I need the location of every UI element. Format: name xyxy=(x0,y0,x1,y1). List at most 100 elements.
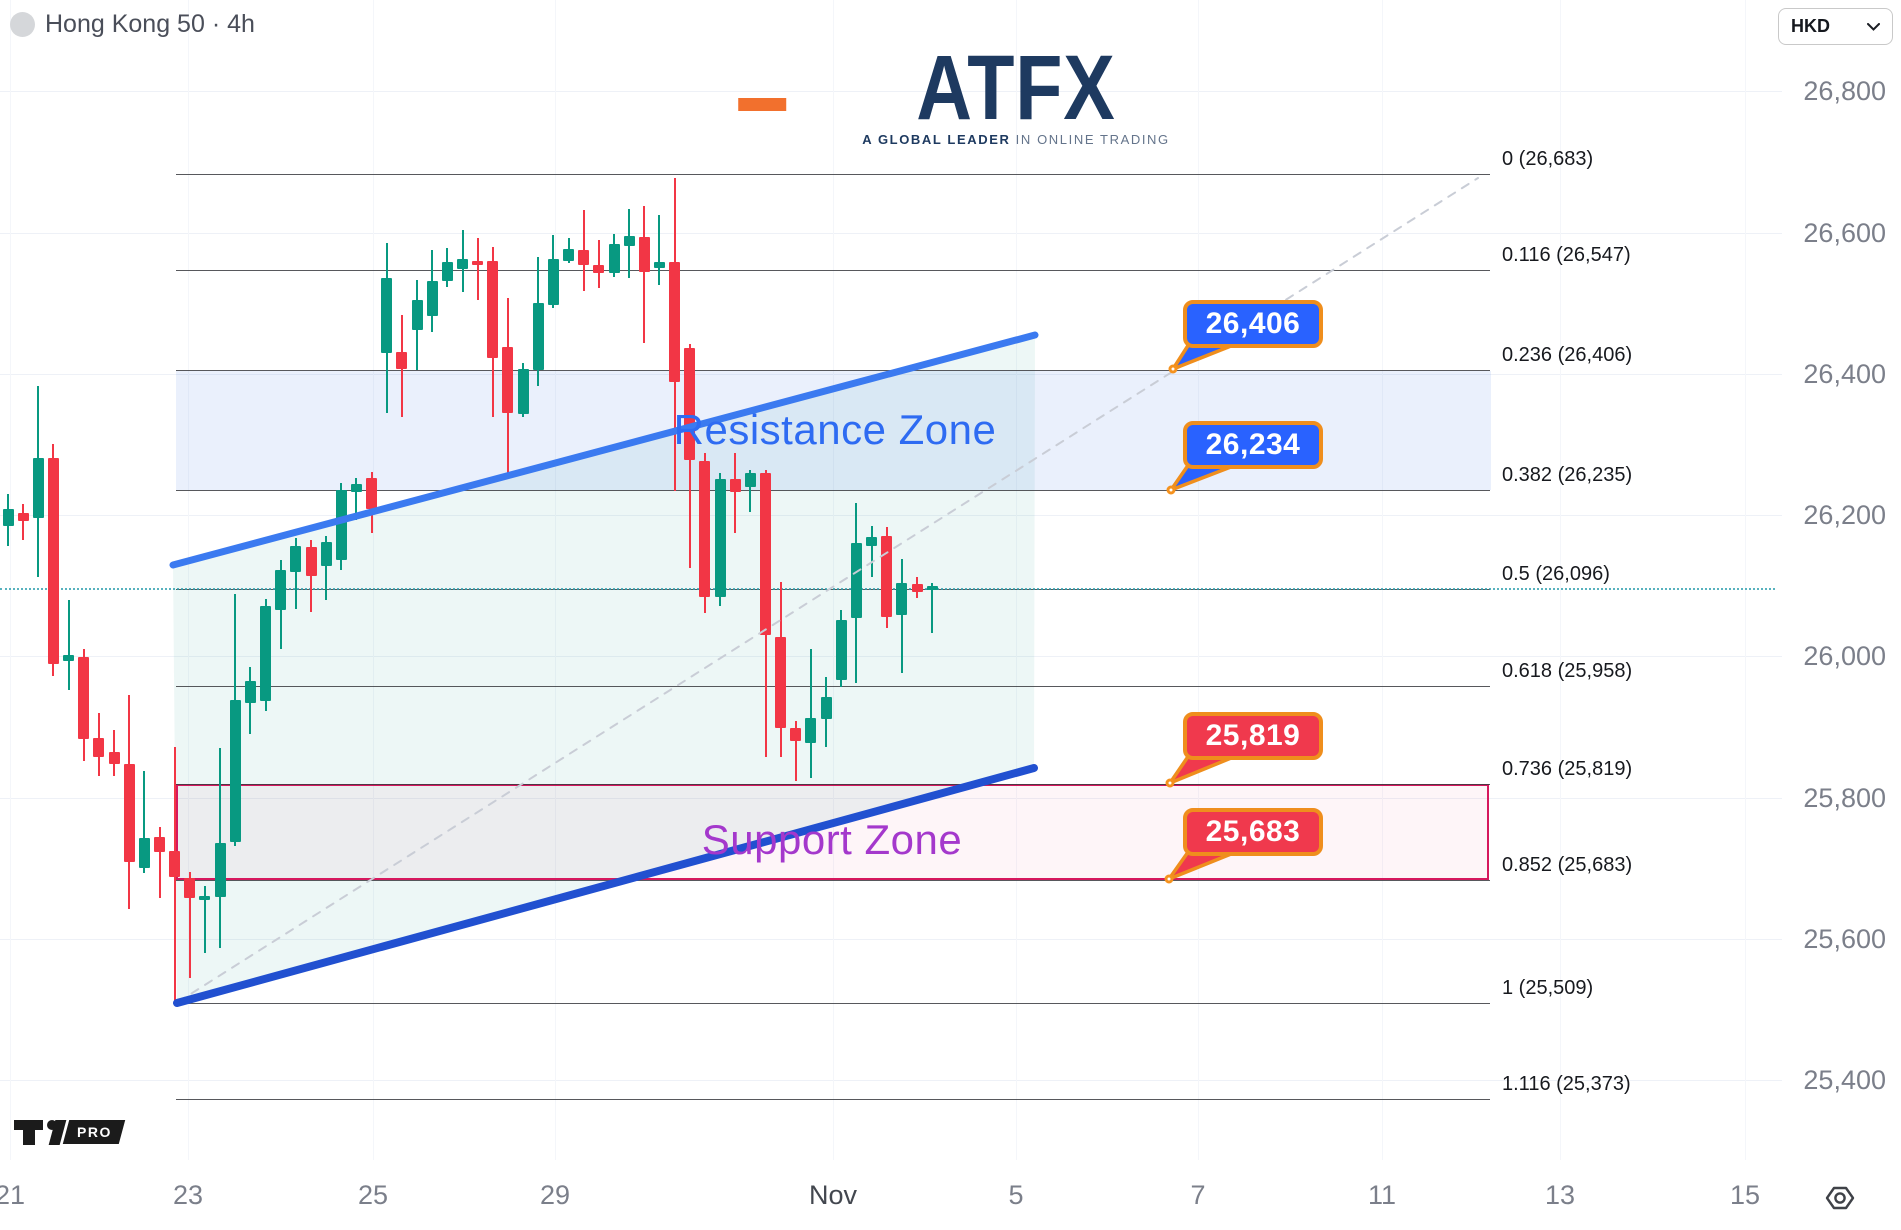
v-gridline xyxy=(1745,0,1746,1160)
candle-body xyxy=(320,541,332,566)
h-gridline xyxy=(0,232,1782,234)
candle-body xyxy=(578,250,590,266)
time-axis-label: 15 xyxy=(1729,1180,1761,1210)
price-axis-label: 26,600 xyxy=(1803,217,1886,248)
fib-label-1.116: 1.116 (25,373) xyxy=(1502,1073,1631,1096)
candle-body xyxy=(229,700,241,843)
fib-line-0 xyxy=(176,174,1490,175)
candle-body xyxy=(593,265,605,273)
candle-body xyxy=(896,582,908,616)
candle-body xyxy=(214,843,226,898)
pro-label: PRO xyxy=(76,1124,112,1140)
price-axis-label: 25,400 xyxy=(1803,1065,1886,1096)
fib-line-1 xyxy=(176,1003,1490,1005)
fib-line-0.116 xyxy=(176,270,1490,272)
fib-label-0: 0 (26,683) xyxy=(1502,148,1594,170)
badge-anchor-dot xyxy=(1164,874,1174,884)
candle-body xyxy=(669,262,681,383)
h-gridline xyxy=(0,91,1782,93)
brand-logo: ATFX A GLOBAL LEADER IN ONLINE TRADING xyxy=(738,42,1170,147)
candle-wick xyxy=(476,238,479,300)
candle-body xyxy=(366,478,378,509)
candle-body xyxy=(532,303,544,371)
fib-line-0.852 xyxy=(176,880,1490,882)
badge-anchor-dot xyxy=(1165,778,1175,788)
fib-line-0.236 xyxy=(176,369,1490,371)
candle-wick xyxy=(67,599,70,691)
price-axis[interactable] xyxy=(1782,0,1901,1160)
price-badge-25683: 25,683 xyxy=(1183,808,1323,856)
candle-body xyxy=(260,606,272,701)
brand-tagline-light: IN ONLINE TRADING xyxy=(1010,132,1170,147)
candle-body xyxy=(820,697,832,720)
candle-body xyxy=(472,260,484,266)
candle-body xyxy=(350,484,362,492)
time-axis-label: 13 xyxy=(1544,1180,1576,1210)
candle-wick xyxy=(597,239,600,288)
candle-body xyxy=(760,472,771,636)
currency-select[interactable]: HKD xyxy=(1778,8,1893,45)
fib-label-0.618: 0.618 (25,958) xyxy=(1502,659,1633,682)
candle-body xyxy=(714,479,726,597)
candle-body xyxy=(881,536,893,617)
fib-label-1: 1 (25,509) xyxy=(1502,977,1594,1000)
separator-dot: · xyxy=(211,10,221,38)
candle-body xyxy=(441,262,453,282)
candle-body xyxy=(244,681,256,703)
time-axis-label: 7 xyxy=(1190,1180,1206,1210)
tradingview-pro-logo[interactable]: PRO xyxy=(14,1118,126,1146)
time-axis-label: 23 xyxy=(172,1180,204,1210)
candle-body xyxy=(169,851,181,878)
fib-label-0.5: 0.5 (26,096) xyxy=(1502,562,1610,585)
candle-body xyxy=(335,490,347,561)
symbol-title: Hong Kong 50 · 4h xyxy=(45,10,255,39)
candle-body xyxy=(32,457,44,518)
candle-body xyxy=(729,479,741,492)
price-axis-label: 26,000 xyxy=(1803,641,1886,672)
fib-line-1.116 xyxy=(176,1099,1490,1101)
price-axis-label: 25,600 xyxy=(1803,923,1886,954)
candle-body xyxy=(426,281,438,316)
currency-value: HKD xyxy=(1791,16,1830,36)
candle-body xyxy=(623,236,635,247)
fib-label-0.116: 0.116 (26,547) xyxy=(1502,244,1631,267)
h-gridline xyxy=(0,1080,1782,1082)
candle-body xyxy=(638,236,650,273)
candle-body xyxy=(93,738,105,758)
support-zone-label: Support Zone xyxy=(701,816,963,863)
candle-body xyxy=(653,262,665,268)
candle-body xyxy=(63,654,75,662)
candle-body xyxy=(138,837,150,869)
symbol-name: Hong Kong 50 xyxy=(45,10,205,38)
candle-body xyxy=(850,543,862,619)
time-axis-label: Nov xyxy=(808,1180,858,1210)
candle-body xyxy=(275,570,287,610)
fib-line-0.618 xyxy=(176,685,1490,687)
candle-body xyxy=(17,512,29,521)
candle-body xyxy=(699,461,711,597)
badge-anchor-dot xyxy=(1166,485,1176,495)
price-axis-label: 25,800 xyxy=(1803,782,1886,813)
symbol-header[interactable]: Hong Kong 50 · 4h xyxy=(10,10,255,39)
candle-wick xyxy=(643,205,646,343)
candle-body xyxy=(154,837,165,852)
time-axis-label: 29 xyxy=(539,1180,571,1210)
candle-wick xyxy=(143,770,146,874)
brand-tagline: A GLOBAL LEADER IN ONLINE TRADING xyxy=(862,132,1170,147)
candle-wick xyxy=(158,827,161,898)
tv-mark-dot-icon xyxy=(47,1120,57,1130)
candle-body xyxy=(775,637,787,729)
eye-icon[interactable] xyxy=(1822,1184,1858,1217)
candle-body xyxy=(78,657,90,739)
candle-body xyxy=(563,248,575,261)
candle-body xyxy=(396,351,408,369)
candle-body xyxy=(411,300,423,331)
time-axis[interactable] xyxy=(0,1160,1901,1230)
price-axis-label: 26,400 xyxy=(1803,358,1886,389)
time-axis-label: 25 xyxy=(357,1180,389,1210)
brand-orange-bar xyxy=(738,98,787,111)
timeframe-label: 4h xyxy=(227,10,255,38)
candle-body xyxy=(835,620,847,681)
price-axis-label: 26,800 xyxy=(1803,76,1886,107)
